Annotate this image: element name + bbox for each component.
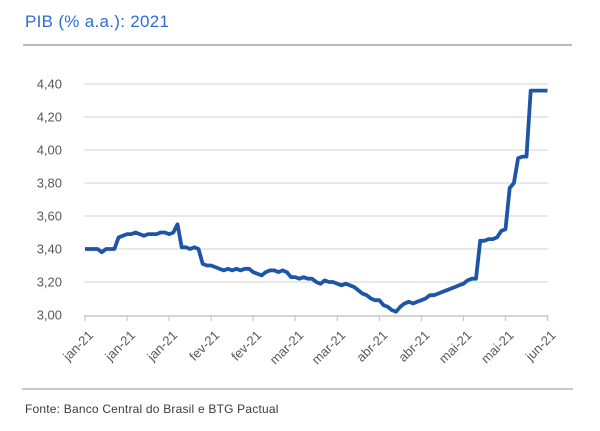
footer-separator [22,388,573,390]
x-axis [84,315,549,321]
svg-text:fev-21: fev-21 [186,328,222,364]
page-title: PIB (% a.a.): 2021 [25,12,170,31]
svg-text:mar-21: mar-21 [267,328,307,368]
source-note: Fonte: Banco Central do Brasil e BTG Pac… [25,402,279,416]
svg-text:jun-21: jun-21 [522,328,559,365]
svg-text:4,00: 4,00 [37,143,62,158]
svg-text:abr-21: abr-21 [353,328,390,365]
svg-text:jan-21: jan-21 [143,328,180,365]
series-line [85,88,548,314]
svg-text:4,20: 4,20 [37,110,62,125]
svg-text:3,80: 3,80 [37,176,62,191]
gridlines [84,83,549,283]
y-axis-labels: 3,00 3,20 3,40 3,60 3,80 4,00 4,20 4,40 [37,77,62,323]
svg-text:mar-21: mar-21 [309,328,349,368]
x-axis-labels: jan-21 jan-21 jan-21 fev-21 fev-21 mar-21 mar-… [59,328,558,368]
svg-text:3,40: 3,40 [37,242,62,257]
svg-text:3,00: 3,00 [37,308,62,323]
title-separator [23,44,572,46]
svg-text:jan-21: jan-21 [101,328,138,365]
svg-text:mai-21: mai-21 [478,328,517,367]
svg-text:abr-21: abr-21 [395,328,432,365]
svg-text:3,20: 3,20 [37,275,62,290]
svg-text:jan-21: jan-21 [59,328,96,365]
svg-text:3,60: 3,60 [37,209,62,224]
svg-text:mai-21: mai-21 [436,328,475,367]
svg-text:fev-21: fev-21 [228,328,264,364]
svg-text:4,40: 4,40 [37,77,62,92]
